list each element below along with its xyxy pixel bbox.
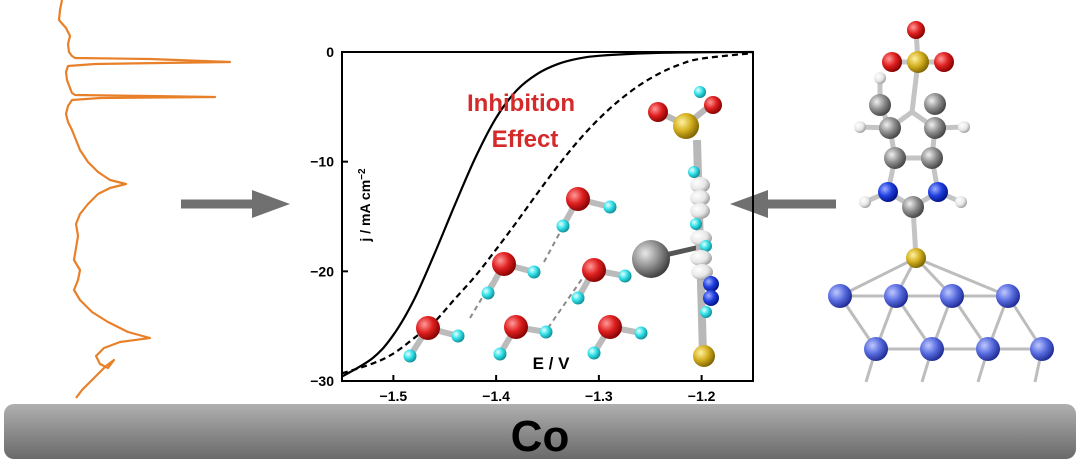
sulfonate-oxygen: [648, 102, 668, 122]
nitrogen-atom: [928, 182, 948, 202]
ring-atom: [690, 190, 710, 206]
water-molecule: [571, 258, 632, 305]
hydrogen-atom: [694, 86, 706, 98]
y-tick-label: −10: [310, 154, 334, 170]
annotation-line-2: Effect: [492, 126, 559, 153]
x-axis-label: E / V: [533, 354, 571, 373]
chart-frame: [341, 51, 754, 382]
hydrogen-atom: [958, 121, 970, 133]
x-tick-label: −1.2: [688, 388, 716, 404]
x-tick-label: −1.5: [380, 388, 408, 404]
annotation-line-1: Inhibition: [467, 90, 575, 117]
water-molecule: [556, 187, 617, 233]
carbon-atom: [921, 147, 943, 169]
oxygen-atom: [882, 52, 902, 72]
hydrogen-atom: [874, 72, 886, 84]
polarization-chart: −1.5 −1.4 −1.3 −1.2 0 −10 −20 −30 j / mA cm−2 E…: [310, 44, 754, 404]
water-molecule: [481, 252, 541, 300]
carbon-atom: [924, 93, 946, 115]
water-molecules: [403, 187, 648, 363]
cobalt-substrate: Co: [4, 404, 1076, 459]
nitrogen-atom: [703, 276, 719, 292]
x-tick-label: −1.3: [585, 388, 613, 404]
sulfur-atom: [907, 51, 929, 73]
y-tick-label: 0: [326, 44, 334, 60]
adsorbed-molecule-on-cobalt: [828, 21, 1054, 383]
ring-atom: [690, 177, 710, 193]
oxygen-atom: [907, 21, 925, 39]
adsorbed-inhibitor-molecule: [632, 86, 722, 367]
y-axis-label: j / mA cm−2: [357, 168, 374, 243]
sulfur-atom: [906, 248, 926, 268]
carbon-atom: [902, 196, 924, 218]
hydrogen-atom: [700, 306, 712, 318]
carbon-atom: [869, 94, 891, 116]
y-tick-label: −20: [310, 263, 334, 279]
metal-atom: [632, 240, 670, 278]
hydrogen-atom: [700, 240, 712, 252]
cobalt-atoms: [828, 284, 1054, 361]
right-arrow: [181, 190, 290, 218]
water-molecule: [403, 316, 465, 363]
ring-atom: [691, 264, 713, 280]
carbon-atom: [879, 117, 901, 139]
nitrogen-atom: [703, 290, 719, 306]
hydrogen-atom: [859, 196, 871, 208]
y-tick-label: −30: [310, 373, 334, 389]
oxygen-atom: [934, 52, 954, 72]
hydrogen-atom: [854, 121, 866, 133]
carbon-atom: [924, 117, 946, 139]
sulfur-atom: [673, 113, 699, 139]
spectrum-curve: [57, 0, 232, 399]
substrate-bar: [4, 404, 1076, 459]
water-molecule: [587, 315, 648, 360]
sulfur-atom: [693, 345, 715, 367]
substrate-label: Co: [511, 412, 570, 459]
carbon-atom: [884, 147, 906, 169]
nitrogen-atom: [878, 182, 898, 202]
hydrogen-atom: [690, 218, 702, 230]
hydrogen-atom: [955, 196, 967, 208]
series-line-solid: [341, 50, 754, 378]
cobalt-lattice-bonds: [838, 256, 1044, 383]
ring-atom: [690, 250, 712, 266]
sulfonate-oxygen: [704, 96, 722, 114]
x-tick-label: −1.4: [482, 388, 510, 404]
hydrogen-atom: [688, 166, 700, 178]
series-line-dashed: [341, 52, 754, 375]
ring-atom: [690, 203, 710, 219]
left-arrow: [730, 190, 836, 218]
water-molecule: [493, 315, 553, 361]
